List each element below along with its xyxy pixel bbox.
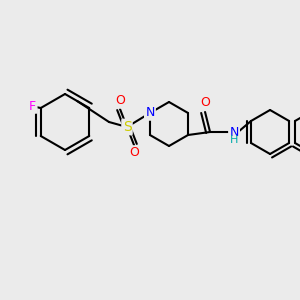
Text: S: S (123, 120, 131, 134)
Text: F: F (29, 100, 36, 112)
Text: O: O (115, 94, 125, 107)
Text: O: O (129, 146, 139, 160)
Text: H: H (230, 135, 238, 145)
Text: N: N (145, 106, 154, 119)
Text: N: N (230, 127, 239, 140)
Text: O: O (200, 97, 210, 110)
